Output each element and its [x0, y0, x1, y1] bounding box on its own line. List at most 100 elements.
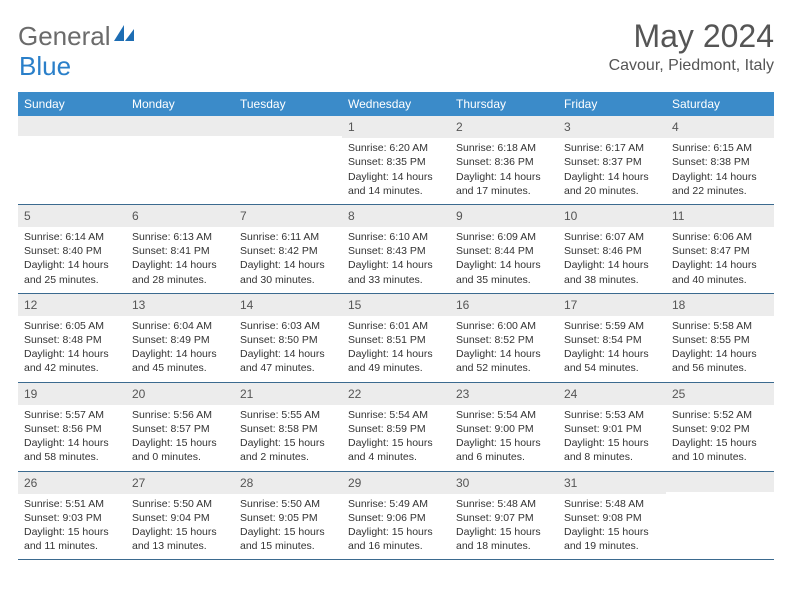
- day-detail-line: Sunset: 8:44 PM: [456, 244, 552, 258]
- day-detail-line: Sunset: 8:41 PM: [132, 244, 228, 258]
- day-detail-line: Daylight: 14 hours: [456, 170, 552, 184]
- day-number: 17: [558, 294, 666, 316]
- day-detail-line: Sunrise: 5:50 AM: [132, 497, 228, 511]
- day-detail-line: Sunrise: 6:20 AM: [348, 141, 444, 155]
- day-details: Sunrise: 5:51 AMSunset: 9:03 PMDaylight:…: [18, 494, 126, 560]
- day-detail-line: and 15 minutes.: [240, 539, 336, 553]
- logo-text-2: Blue: [19, 51, 71, 81]
- day-detail-line: and 14 minutes.: [348, 184, 444, 198]
- day-detail-line: and 0 minutes.: [132, 450, 228, 464]
- day-cell: 25Sunrise: 5:52 AMSunset: 9:02 PMDayligh…: [666, 383, 774, 471]
- day-detail-line: Daylight: 14 hours: [348, 347, 444, 361]
- day-details: Sunrise: 5:48 AMSunset: 9:07 PMDaylight:…: [450, 494, 558, 560]
- day-cell: [126, 116, 234, 204]
- day-details: Sunrise: 6:10 AMSunset: 8:43 PMDaylight:…: [342, 227, 450, 293]
- day-details: Sunrise: 5:54 AMSunset: 9:00 PMDaylight:…: [450, 405, 558, 471]
- day-detail-line: Sunrise: 5:52 AM: [672, 408, 768, 422]
- day-number: [18, 116, 126, 136]
- day-detail-line: Daylight: 15 hours: [240, 436, 336, 450]
- day-detail-line: and 30 minutes.: [240, 273, 336, 287]
- day-detail-line: Sunset: 9:05 PM: [240, 511, 336, 525]
- day-header-cell: Wednesday: [342, 92, 450, 116]
- day-detail-line: and 40 minutes.: [672, 273, 768, 287]
- day-detail-line: Daylight: 15 hours: [240, 525, 336, 539]
- day-cell: 19Sunrise: 5:57 AMSunset: 8:56 PMDayligh…: [18, 383, 126, 471]
- day-detail-line: Daylight: 14 hours: [564, 258, 660, 272]
- day-detail-line: Sunrise: 6:14 AM: [24, 230, 120, 244]
- day-detail-line: Sunset: 9:00 PM: [456, 422, 552, 436]
- day-detail-line: Sunrise: 6:06 AM: [672, 230, 768, 244]
- day-number: 6: [126, 205, 234, 227]
- day-detail-line: Sunrise: 5:58 AM: [672, 319, 768, 333]
- day-detail-line: Sunrise: 6:01 AM: [348, 319, 444, 333]
- day-detail-line: and 6 minutes.: [456, 450, 552, 464]
- day-detail-line: Sunrise: 5:55 AM: [240, 408, 336, 422]
- day-detail-line: and 13 minutes.: [132, 539, 228, 553]
- day-detail-line: and 38 minutes.: [564, 273, 660, 287]
- day-detail-line: and 52 minutes.: [456, 361, 552, 375]
- day-detail-line: Daylight: 14 hours: [348, 258, 444, 272]
- day-detail-line: Sunrise: 5:54 AM: [348, 408, 444, 422]
- day-cell: 6Sunrise: 6:13 AMSunset: 8:41 PMDaylight…: [126, 205, 234, 293]
- day-header-cell: Saturday: [666, 92, 774, 116]
- day-header-cell: Tuesday: [234, 92, 342, 116]
- day-cell: 31Sunrise: 5:48 AMSunset: 9:08 PMDayligh…: [558, 472, 666, 560]
- day-detail-line: Sunrise: 6:04 AM: [132, 319, 228, 333]
- day-detail-line: Daylight: 14 hours: [132, 347, 228, 361]
- day-cell: 21Sunrise: 5:55 AMSunset: 8:58 PMDayligh…: [234, 383, 342, 471]
- day-details: Sunrise: 5:50 AMSunset: 9:05 PMDaylight:…: [234, 494, 342, 560]
- day-detail-line: and 28 minutes.: [132, 273, 228, 287]
- day-detail-line: Sunset: 8:54 PM: [564, 333, 660, 347]
- day-cell: 5Sunrise: 6:14 AMSunset: 8:40 PMDaylight…: [18, 205, 126, 293]
- day-number: 31: [558, 472, 666, 494]
- day-detail-line: and 25 minutes.: [24, 273, 120, 287]
- day-cell: 2Sunrise: 6:18 AMSunset: 8:36 PMDaylight…: [450, 116, 558, 204]
- day-header-cell: Friday: [558, 92, 666, 116]
- location: Cavour, Piedmont, Italy: [609, 57, 774, 75]
- day-cell: 13Sunrise: 6:04 AMSunset: 8:49 PMDayligh…: [126, 294, 234, 382]
- day-detail-line: Sunset: 8:35 PM: [348, 155, 444, 169]
- day-detail-line: and 47 minutes.: [240, 361, 336, 375]
- day-number: 3: [558, 116, 666, 138]
- day-detail-line: and 49 minutes.: [348, 361, 444, 375]
- day-number: 30: [450, 472, 558, 494]
- day-detail-line: Sunset: 8:42 PM: [240, 244, 336, 258]
- day-number: 27: [126, 472, 234, 494]
- title-block: May 2024 Cavour, Piedmont, Italy: [609, 18, 774, 75]
- month-title: May 2024: [609, 18, 774, 55]
- day-detail-line: Daylight: 14 hours: [456, 347, 552, 361]
- day-detail-line: and 8 minutes.: [564, 450, 660, 464]
- day-number: 5: [18, 205, 126, 227]
- day-detail-line: and 33 minutes.: [348, 273, 444, 287]
- week-row: 19Sunrise: 5:57 AMSunset: 8:56 PMDayligh…: [18, 383, 774, 472]
- day-number: 20: [126, 383, 234, 405]
- day-detail-line: and 45 minutes.: [132, 361, 228, 375]
- day-number: 16: [450, 294, 558, 316]
- day-details: Sunrise: 5:58 AMSunset: 8:55 PMDaylight:…: [666, 316, 774, 382]
- calendar: SundayMondayTuesdayWednesdayThursdayFrid…: [18, 92, 774, 560]
- day-detail-line: Daylight: 15 hours: [132, 525, 228, 539]
- day-detail-line: Sunrise: 5:50 AM: [240, 497, 336, 511]
- day-detail-line: Sunrise: 6:00 AM: [456, 319, 552, 333]
- day-detail-line: Daylight: 14 hours: [24, 436, 120, 450]
- day-detail-line: Daylight: 15 hours: [456, 525, 552, 539]
- day-detail-line: Sunset: 8:38 PM: [672, 155, 768, 169]
- day-details: Sunrise: 6:09 AMSunset: 8:44 PMDaylight:…: [450, 227, 558, 293]
- day-detail-line: Daylight: 15 hours: [456, 436, 552, 450]
- day-detail-line: Sunrise: 5:57 AM: [24, 408, 120, 422]
- day-detail-line: Sunset: 8:46 PM: [564, 244, 660, 258]
- day-number: 25: [666, 383, 774, 405]
- day-number: 4: [666, 116, 774, 138]
- day-header-row: SundayMondayTuesdayWednesdayThursdayFrid…: [18, 92, 774, 116]
- day-cell: 20Sunrise: 5:56 AMSunset: 8:57 PMDayligh…: [126, 383, 234, 471]
- day-number: 10: [558, 205, 666, 227]
- day-details: Sunrise: 5:55 AMSunset: 8:58 PMDaylight:…: [234, 405, 342, 471]
- logo-sail-icon: [113, 18, 135, 49]
- day-detail-line: Sunrise: 6:09 AM: [456, 230, 552, 244]
- day-details: Sunrise: 6:06 AMSunset: 8:47 PMDaylight:…: [666, 227, 774, 293]
- day-number: 1: [342, 116, 450, 138]
- day-details: Sunrise: 5:49 AMSunset: 9:06 PMDaylight:…: [342, 494, 450, 560]
- day-number: 29: [342, 472, 450, 494]
- day-number: 8: [342, 205, 450, 227]
- day-cell: 22Sunrise: 5:54 AMSunset: 8:59 PMDayligh…: [342, 383, 450, 471]
